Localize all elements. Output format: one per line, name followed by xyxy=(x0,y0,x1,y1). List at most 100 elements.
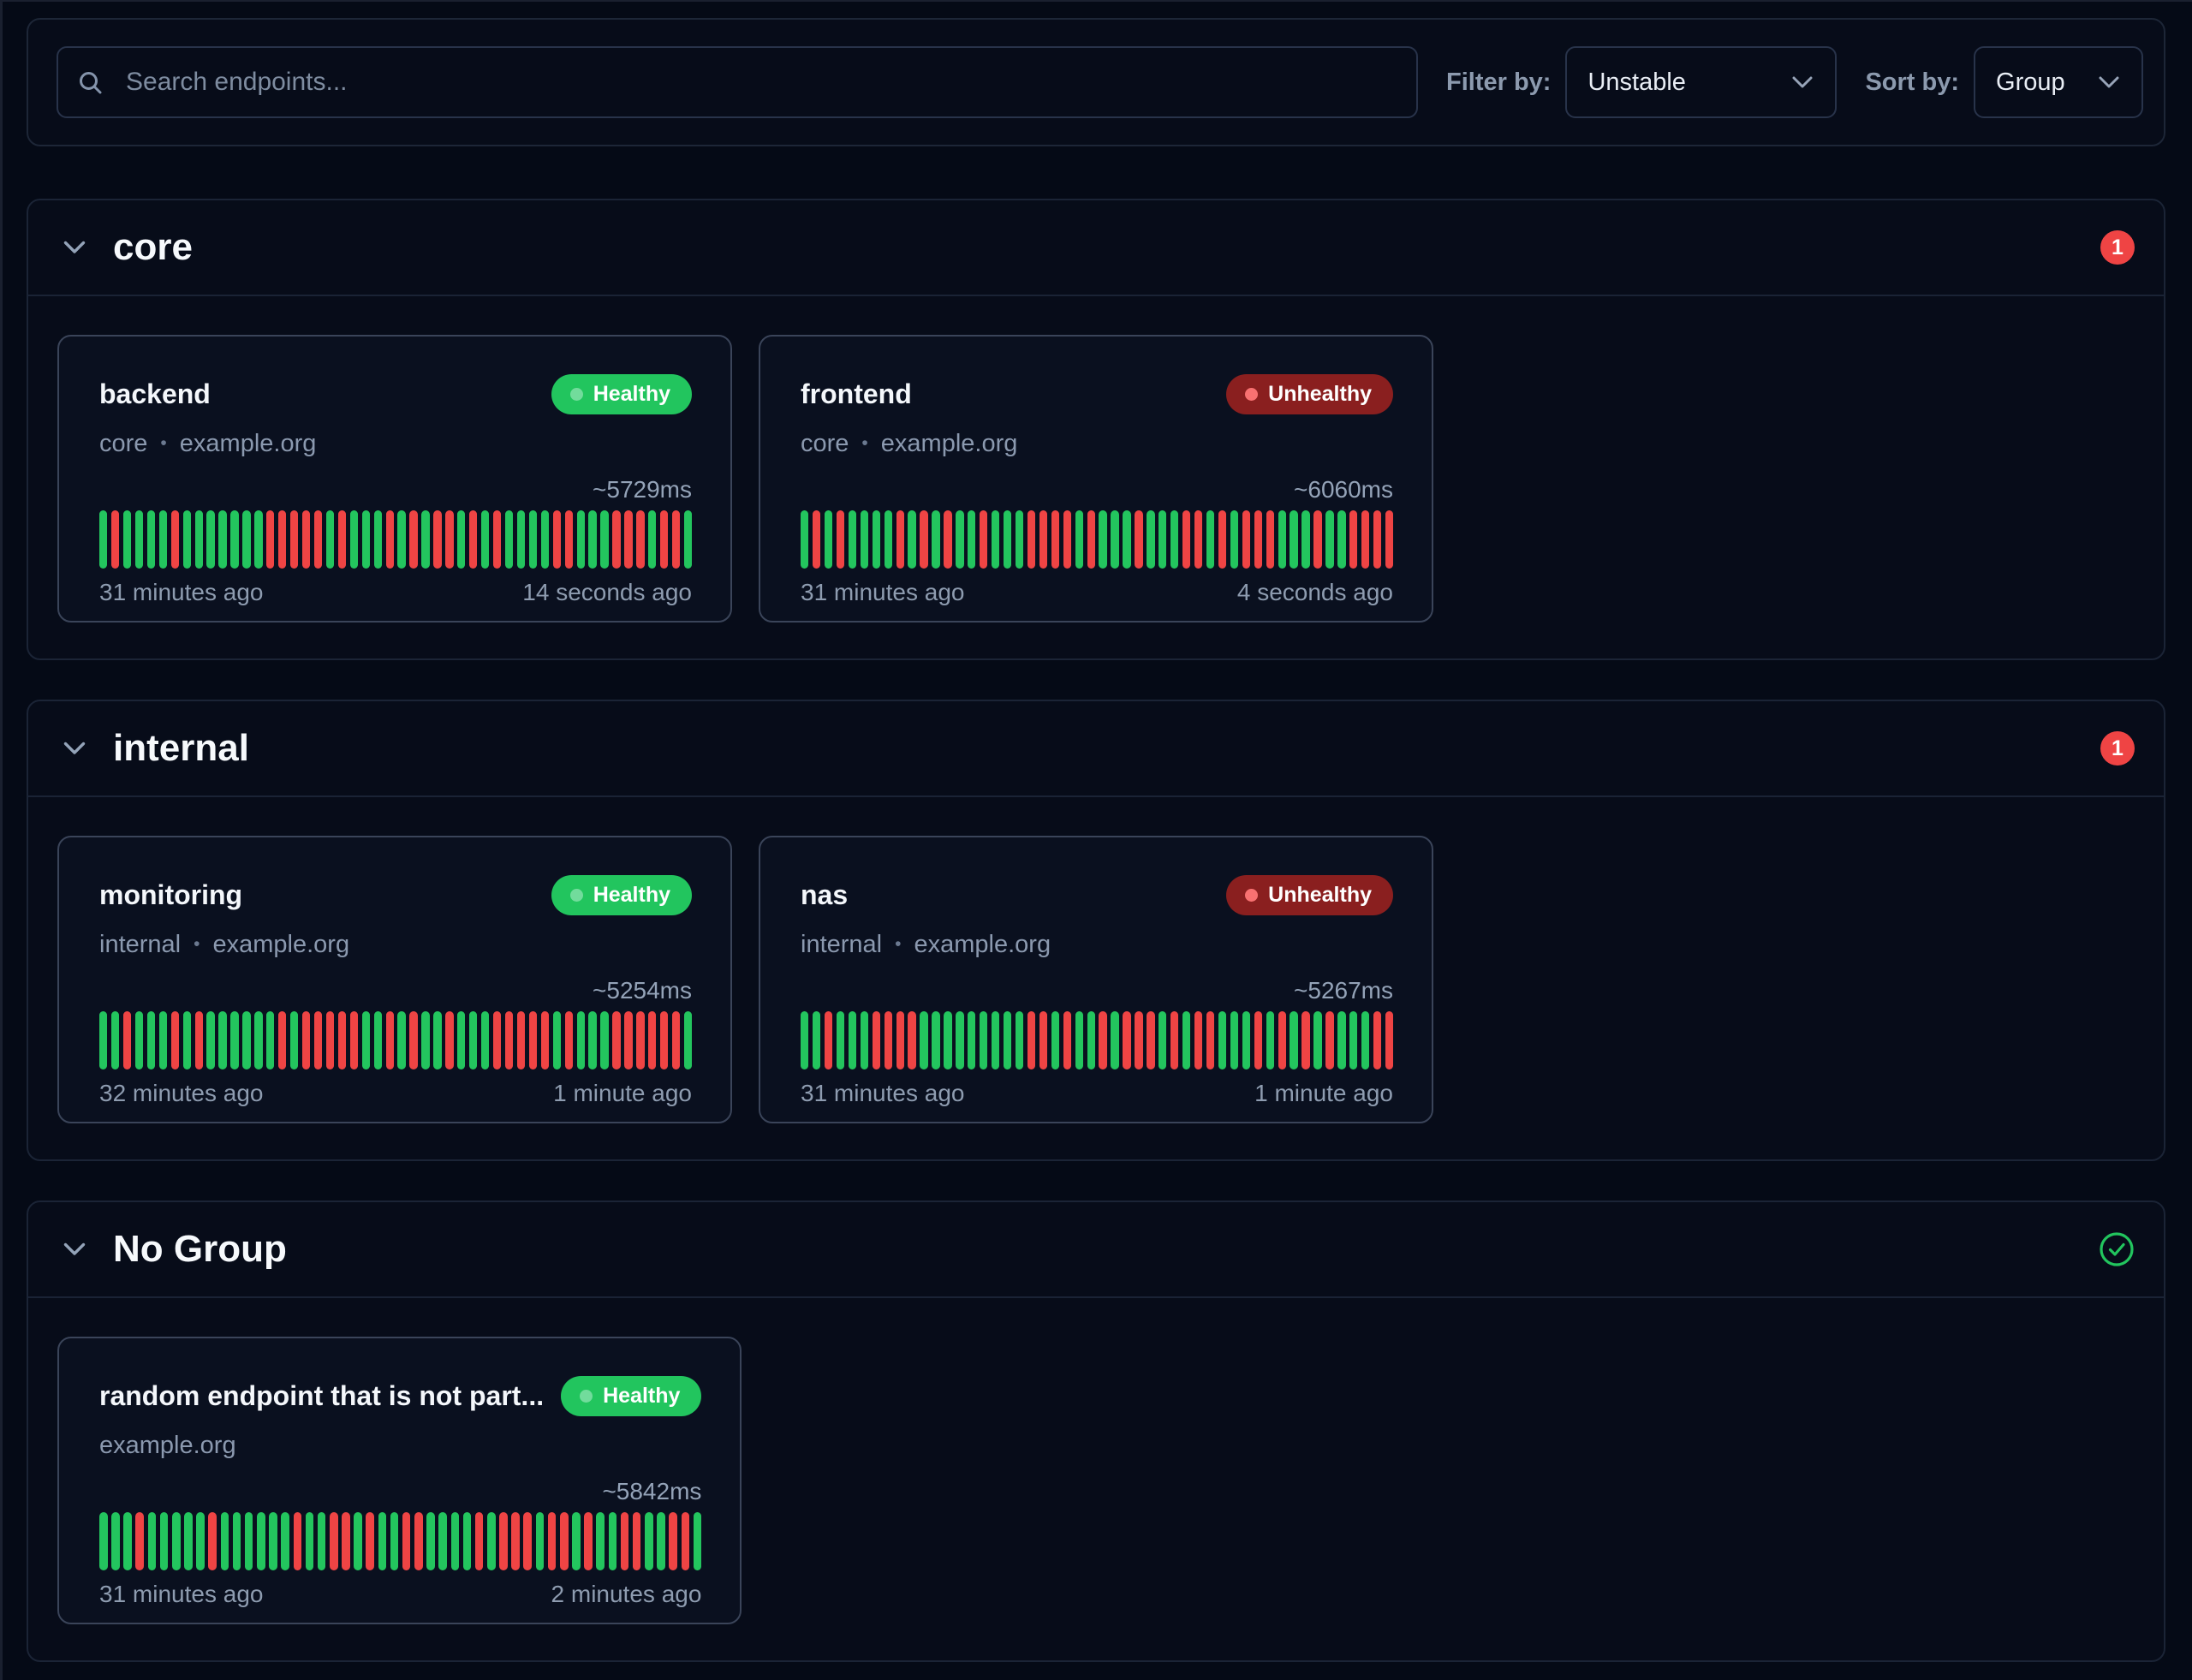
uptime-bar-success[interactable] xyxy=(1147,510,1155,569)
search-input[interactable] xyxy=(126,68,1396,97)
uptime-bar-failure[interactable] xyxy=(1123,1011,1131,1069)
uptime-bar-failure[interactable] xyxy=(385,1011,394,1069)
uptime-bar-success[interactable] xyxy=(457,1011,466,1069)
uptime-bar-success[interactable] xyxy=(540,510,550,569)
uptime-bar-failure[interactable] xyxy=(896,1011,904,1069)
uptime-bar-failure[interactable] xyxy=(170,510,179,569)
uptime-bar-success[interactable] xyxy=(1230,510,1239,569)
uptime-bar-success[interactable] xyxy=(1015,510,1024,569)
uptime-bar-failure[interactable] xyxy=(884,1011,892,1069)
uptime-bar-success[interactable] xyxy=(528,510,538,569)
uptime-bar-success[interactable] xyxy=(1087,1011,1095,1069)
uptime-bar-failure[interactable] xyxy=(313,1011,323,1069)
uptime-bar-failure[interactable] xyxy=(872,1011,880,1069)
uptime-bar-success[interactable] xyxy=(159,1512,169,1570)
uptime-bar-failure[interactable] xyxy=(1302,1011,1310,1069)
uptime-bar-success[interactable] xyxy=(349,510,359,569)
uptime-bar-failure[interactable] xyxy=(1278,1011,1286,1069)
uptime-bar-success[interactable] xyxy=(123,1512,132,1570)
uptime-bar-success[interactable] xyxy=(920,1011,928,1069)
uptime-bar-failure[interactable] xyxy=(1349,510,1358,569)
uptime-bar-success[interactable] xyxy=(378,1512,387,1570)
uptime-bar-failure[interactable] xyxy=(1254,1011,1262,1069)
uptime-bar-success[interactable] xyxy=(206,510,215,569)
uptime-bar-success[interactable] xyxy=(361,510,370,569)
uptime-bar-success[interactable] xyxy=(1349,1011,1358,1069)
uptime-bar-failure[interactable] xyxy=(669,1512,677,1570)
uptime-bar-success[interactable] xyxy=(182,510,191,569)
uptime-bars-chart[interactable] xyxy=(99,510,693,569)
uptime-bar-success[interactable] xyxy=(596,1512,605,1570)
uptime-bar-success[interactable] xyxy=(134,1011,144,1069)
uptime-bar-failure[interactable] xyxy=(266,510,275,569)
uptime-bar-success[interactable] xyxy=(397,510,406,569)
uptime-bar-failure[interactable] xyxy=(492,1011,502,1069)
uptime-bar-success[interactable] xyxy=(281,1512,289,1570)
uptime-bar-success[interactable] xyxy=(932,510,940,569)
uptime-bar-success[interactable] xyxy=(683,1011,693,1069)
uptime-bar-failure[interactable] xyxy=(836,510,845,569)
group-header[interactable]: No Group xyxy=(28,1202,2164,1298)
uptime-bar-failure[interactable] xyxy=(559,1512,569,1570)
uptime-bar-success[interactable] xyxy=(481,1011,490,1069)
uptime-bar-success[interactable] xyxy=(1290,510,1298,569)
uptime-bar-failure[interactable] xyxy=(1039,510,1048,569)
uptime-bar-success[interactable] xyxy=(992,510,1000,569)
uptime-bar-failure[interactable] xyxy=(278,1011,287,1069)
uptime-bar-failure[interactable] xyxy=(278,510,287,569)
uptime-bar-success[interactable] xyxy=(1051,1011,1060,1069)
uptime-bar-failure[interactable] xyxy=(636,510,645,569)
uptime-bar-success[interactable] xyxy=(860,510,869,569)
uptime-bar-success[interactable] xyxy=(317,1512,326,1570)
uptime-bar-failure[interactable] xyxy=(660,1011,669,1069)
uptime-bar-success[interactable] xyxy=(242,1011,251,1069)
uptime-bar-success[interactable] xyxy=(1170,510,1179,569)
uptime-bar-success[interactable] xyxy=(1290,1011,1298,1069)
uptime-bar-failure[interactable] xyxy=(1182,510,1191,569)
uptime-bar-success[interactable] xyxy=(257,1512,265,1570)
uptime-bar-failure[interactable] xyxy=(445,1011,454,1069)
uptime-bar-success[interactable] xyxy=(535,1512,545,1570)
uptime-bar-failure[interactable] xyxy=(672,510,681,569)
uptime-bar-failure[interactable] xyxy=(1147,1011,1155,1069)
uptime-bar-success[interactable] xyxy=(836,1011,845,1069)
uptime-bar-success[interactable] xyxy=(1230,1011,1239,1069)
endpoint-card[interactable]: random endpoint that is not part... Heal… xyxy=(57,1337,742,1624)
uptime-bar-success[interactable] xyxy=(1015,1011,1024,1069)
uptime-bar-success[interactable] xyxy=(218,510,227,569)
uptime-bar-failure[interactable] xyxy=(402,1512,411,1570)
uptime-bar-success[interactable] xyxy=(980,1011,988,1069)
uptime-bar-failure[interactable] xyxy=(1087,510,1095,569)
uptime-bar-failure[interactable] xyxy=(1266,510,1274,569)
uptime-bar-failure[interactable] xyxy=(301,510,311,569)
uptime-bar-success[interactable] xyxy=(242,510,251,569)
uptime-bar-success[interactable] xyxy=(648,510,657,569)
uptime-bar-success[interactable] xyxy=(1313,1011,1322,1069)
uptime-bar-failure[interactable] xyxy=(474,1512,484,1570)
uptime-bar-failure[interactable] xyxy=(409,1011,418,1069)
uptime-bar-success[interactable] xyxy=(390,1512,399,1570)
uptime-bar-success[interactable] xyxy=(1337,510,1346,569)
endpoint-card[interactable]: nas Unhealthy internal • example.org ~52… xyxy=(759,836,1433,1123)
uptime-bar-success[interactable] xyxy=(504,510,514,569)
uptime-bar-failure[interactable] xyxy=(632,1512,641,1570)
uptime-bar-success[interactable] xyxy=(872,510,880,569)
uptime-bar-failure[interactable] xyxy=(409,510,418,569)
group-header[interactable]: internal 1 xyxy=(28,701,2164,797)
uptime-bar-failure[interactable] xyxy=(1063,1011,1071,1069)
uptime-bar-success[interactable] xyxy=(1075,1011,1083,1069)
uptime-bar-success[interactable] xyxy=(552,1011,561,1069)
uptime-bar-success[interactable] xyxy=(487,1512,496,1570)
uptime-bar-failure[interactable] xyxy=(1361,510,1370,569)
sort-select[interactable]: Group xyxy=(1974,46,2144,118)
uptime-bar-success[interactable] xyxy=(481,510,490,569)
uptime-bar-failure[interactable] xyxy=(896,510,904,569)
uptime-bar-failure[interactable] xyxy=(672,1011,681,1069)
uptime-bar-success[interactable] xyxy=(354,1512,362,1570)
uptime-bar-failure[interactable] xyxy=(812,510,821,569)
uptime-bar-success[interactable] xyxy=(884,510,892,569)
uptime-bar-success[interactable] xyxy=(576,510,585,569)
uptime-bar-failure[interactable] xyxy=(122,1011,132,1069)
uptime-bar-failure[interactable] xyxy=(648,1011,657,1069)
uptime-bar-failure[interactable] xyxy=(301,1011,311,1069)
